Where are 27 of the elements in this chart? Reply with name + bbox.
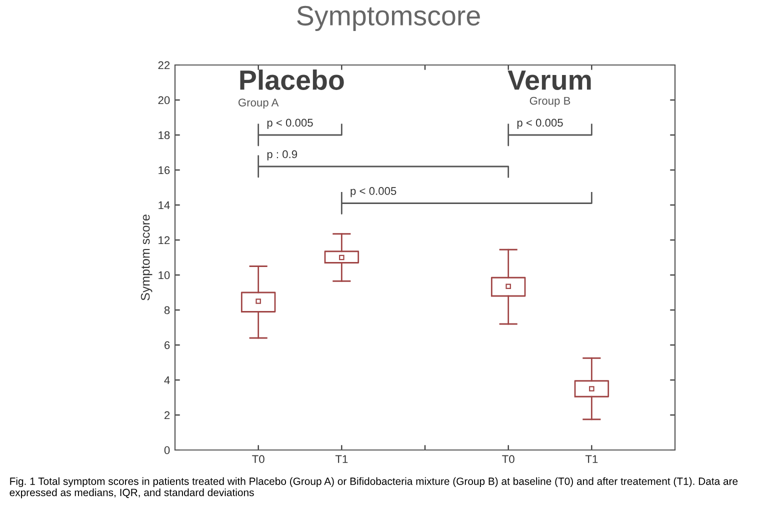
annotation: p : 0.9 [267, 150, 298, 160]
y-tick-label: 18 [158, 131, 170, 140]
x-tick-label: T1 [335, 455, 348, 463]
y-tick-label: 16 [158, 166, 170, 174]
x-tick-label: T0 [252, 455, 264, 464]
y-tick-label: 20 [158, 96, 170, 104]
y-tick-label: 10 [158, 271, 170, 280]
x-tick-label: T0 [502, 455, 514, 464]
annotation: Group A [238, 98, 279, 109]
y-tick-label: 12 [158, 236, 170, 244]
annotation: p < 0.005 [267, 118, 313, 129]
annotation: Placebo [240, 70, 344, 90]
y-tick-label: 22 [158, 61, 170, 70]
y-tick-label: 0 [164, 446, 170, 454]
x-tick-label: T1 [585, 455, 598, 463]
y-tick-label: 4 [164, 376, 170, 384]
y-tick-label: 6 [164, 341, 170, 350]
y-axis-title: Symptom score [140, 214, 152, 300]
y-tick-label: 2 [164, 411, 170, 420]
annotation: Group B [530, 96, 570, 107]
annotation: p < 0.005 [517, 118, 563, 129]
annotation: Verum [508, 70, 591, 90]
annotation: p < 0.005 [350, 187, 396, 198]
caption: Fig. 1 Total symptom scores in patients treated with Placebo (Group A) or Bifidobacteria mixture (Group B) at baseline (T0) and after treatement (T1). Data are expressed as medians, IQR, and standard deviations [10, 477, 738, 498]
chart-title: Symptomscore [297, 6, 480, 32]
y-tick-label: 8 [164, 306, 170, 314]
y-tick-label: 14 [158, 201, 170, 210]
